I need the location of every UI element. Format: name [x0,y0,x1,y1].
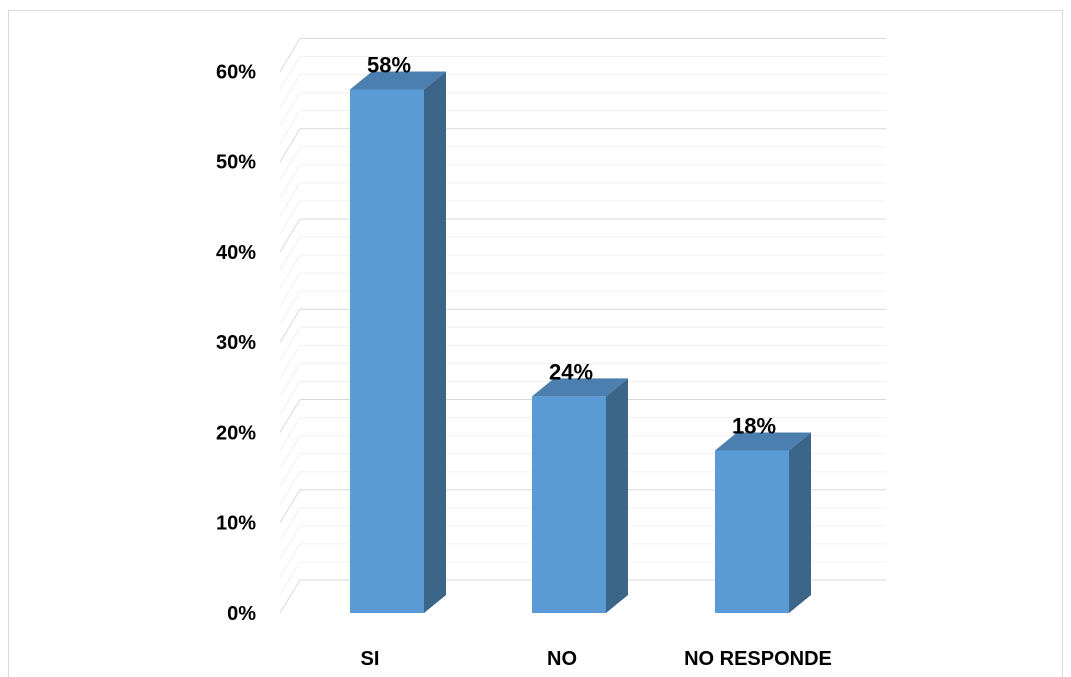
gridline-side [279,182,301,217]
data-label: 58% [367,53,411,78]
data-label: 24% [549,359,593,384]
x-axis-categories: SI NO NO RESPONDE [361,648,832,670]
bar-no-responde [715,450,789,613]
y-tick-label: 10% [216,513,256,535]
gridline-side [279,92,301,126]
y-tick-label: 20% [216,422,256,444]
bar-side [424,71,446,614]
bar-top [532,378,628,397]
gridline-side [279,308,301,343]
y-tick-label: 50% [216,152,256,174]
y-tick-label: 30% [216,332,256,354]
gridline-side [279,218,301,253]
bar-si [350,89,424,613]
gridline-side [279,525,301,560]
bars-layer [350,71,811,614]
gridline-side [279,453,301,487]
gridline-side [279,471,301,505]
gridline-side [279,435,301,469]
gridline-side [279,363,301,397]
gridline-side [279,74,301,108]
data-label: 18% [732,414,776,439]
gridline-side [279,345,301,379]
y-tick-label: 0% [227,603,256,625]
gridline-side [279,200,301,235]
gridline-side [279,254,301,289]
bar-no [532,396,606,613]
category-label: NO RESPONDE [684,648,832,670]
gridline-side [279,417,301,451]
y-axis-ticks: 0% 10% 20% 30% 40% 50% 60% [216,61,256,625]
y-tick-label: 40% [216,242,256,264]
gridline-side [279,507,301,542]
bar-side [789,432,811,613]
category-label: SI [361,648,380,670]
category-label: NO [547,648,577,670]
gridline-side [279,381,301,415]
gridline-side [279,561,301,596]
gridline-side [279,128,301,162]
gridline-side [279,489,301,524]
gridline-side [279,146,301,181]
y-tick-label: 60% [216,61,256,83]
gridline-side [279,272,301,307]
gridline-side [279,327,301,361]
gridline-side [279,56,301,90]
bar-top [350,71,446,90]
gridline-side [279,164,301,199]
gridline-side [279,110,301,144]
data-labels-layer: 58% 24% 18% [367,53,776,439]
gridline-side [279,543,301,578]
gridline-side [279,290,301,325]
gridline-side [279,38,301,72]
gridline-side [279,236,301,271]
bar-side [606,378,628,613]
gridline-side [279,579,301,614]
bar-top [715,432,811,451]
gridline-side [279,399,301,433]
